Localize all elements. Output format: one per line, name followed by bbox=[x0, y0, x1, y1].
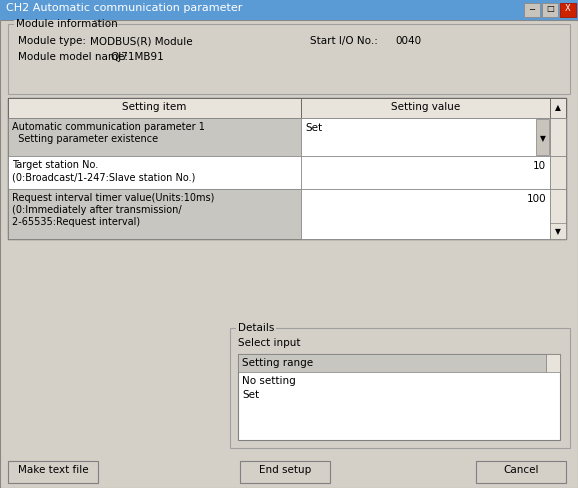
Text: Set: Set bbox=[242, 390, 259, 400]
Bar bbox=[546, 354, 560, 372]
Bar bbox=[8, 156, 301, 189]
Bar bbox=[301, 118, 550, 156]
Bar bbox=[238, 354, 560, 440]
Text: Setting parameter existence: Setting parameter existence bbox=[12, 134, 158, 144]
Text: Start I/O No.:: Start I/O No.: bbox=[310, 36, 378, 46]
Bar bbox=[240, 461, 330, 483]
Text: Details: Details bbox=[238, 323, 275, 333]
Text: ▲: ▲ bbox=[555, 103, 561, 112]
Text: ▼: ▼ bbox=[555, 227, 561, 236]
Text: Automatic communication parameter 1: Automatic communication parameter 1 bbox=[12, 122, 205, 132]
Text: 2-65535:Request interval): 2-65535:Request interval) bbox=[12, 217, 140, 227]
Bar bbox=[524, 3, 540, 17]
Bar bbox=[550, 223, 566, 239]
Text: Set: Set bbox=[305, 123, 322, 133]
Text: (0:Immediately after transmission/: (0:Immediately after transmission/ bbox=[12, 205, 181, 215]
Text: Request interval timer value(Units:10ms): Request interval timer value(Units:10ms) bbox=[12, 193, 214, 203]
Bar bbox=[238, 354, 546, 372]
Bar bbox=[230, 328, 570, 448]
Text: Select input: Select input bbox=[238, 338, 301, 348]
Text: CH2 Automatic communication parameter: CH2 Automatic communication parameter bbox=[6, 3, 242, 13]
Bar bbox=[536, 119, 549, 155]
Bar bbox=[8, 461, 98, 483]
Text: Setting range: Setting range bbox=[242, 358, 313, 368]
Bar bbox=[476, 461, 566, 483]
Text: 10: 10 bbox=[533, 161, 546, 171]
Bar bbox=[550, 118, 566, 156]
Text: End setup: End setup bbox=[259, 465, 311, 475]
Bar bbox=[542, 3, 558, 17]
Text: Setting item: Setting item bbox=[123, 102, 187, 112]
Text: X: X bbox=[565, 4, 571, 13]
Text: Module information: Module information bbox=[16, 19, 118, 29]
Text: Make text file: Make text file bbox=[18, 465, 88, 475]
Text: 0040: 0040 bbox=[395, 36, 421, 46]
Bar bbox=[0, 0, 578, 20]
Text: Module model name:: Module model name: bbox=[18, 52, 128, 62]
Bar bbox=[560, 3, 576, 17]
Bar bbox=[550, 156, 566, 189]
Text: No setting: No setting bbox=[242, 376, 296, 386]
Text: Module type:: Module type: bbox=[18, 36, 86, 46]
Text: (0:Broadcast/1-247:Slave station No.): (0:Broadcast/1-247:Slave station No.) bbox=[12, 172, 195, 182]
Text: □: □ bbox=[546, 4, 554, 13]
Bar bbox=[14, 20, 94, 29]
Text: MODBUS(R) Module: MODBUS(R) Module bbox=[90, 36, 192, 46]
Text: Cancel: Cancel bbox=[503, 465, 539, 475]
Text: QJ71MB91: QJ71MB91 bbox=[110, 52, 164, 62]
Text: 100: 100 bbox=[527, 194, 546, 204]
Bar bbox=[236, 324, 276, 333]
Bar bbox=[550, 98, 566, 118]
Bar bbox=[8, 24, 570, 94]
Text: Setting value: Setting value bbox=[391, 102, 460, 112]
Bar bbox=[301, 156, 550, 189]
Bar bbox=[8, 189, 301, 239]
Bar bbox=[301, 189, 550, 239]
Bar bbox=[8, 118, 301, 156]
Text: ─: ─ bbox=[529, 4, 535, 13]
Text: Target station No.: Target station No. bbox=[12, 160, 98, 170]
Text: ▼: ▼ bbox=[540, 134, 546, 143]
Bar bbox=[8, 98, 301, 118]
Bar bbox=[550, 189, 566, 239]
Bar bbox=[8, 98, 566, 239]
Bar bbox=[301, 98, 550, 118]
